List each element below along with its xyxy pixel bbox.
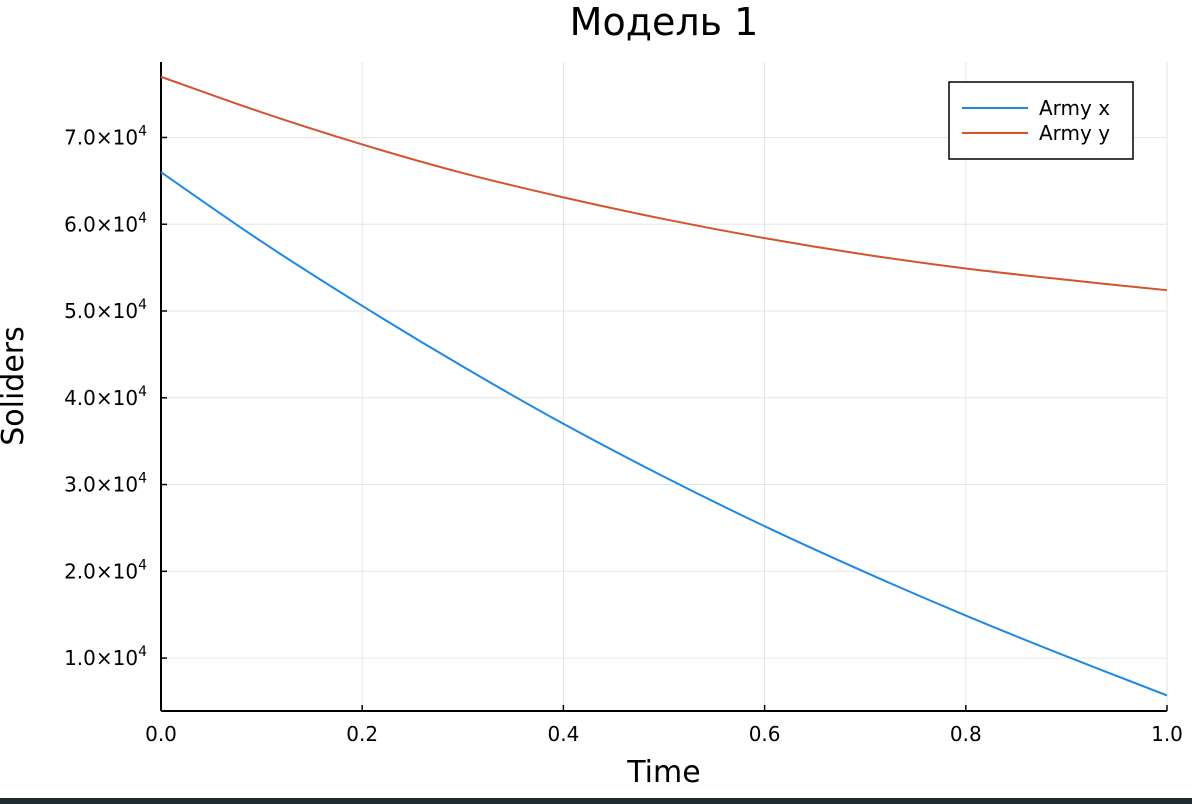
y-tick-mantissa: 7.0×10 <box>64 125 138 149</box>
y-tick-exponent: 4 <box>138 644 147 660</box>
series-line-army-x <box>160 171 1168 697</box>
window-bottom-bar <box>0 798 1192 804</box>
x-tick-label: 0.8 <box>950 722 982 746</box>
series-line-army-y <box>160 75 1168 292</box>
x-tick-label: 1.0 <box>1151 722 1183 746</box>
x-tick-label: 0.2 <box>346 722 378 746</box>
y-tick-exponent: 4 <box>138 384 147 400</box>
legend-box <box>948 81 1134 160</box>
series-group <box>160 75 1168 697</box>
y-tick-label: 6.0×104 <box>64 210 147 236</box>
y-tick-mantissa: 3.0×10 <box>64 473 138 497</box>
axes <box>160 62 1167 712</box>
x-tick-label: 0.4 <box>547 722 579 746</box>
y-ticks: 1.0×1042.0×1043.0×1044.0×1045.0×1046.0×1… <box>64 123 167 670</box>
y-tick-exponent: 4 <box>138 557 147 573</box>
y-axis-label: Soliders <box>0 326 31 446</box>
y-tick-exponent: 4 <box>138 123 147 139</box>
y-tick-label: 3.0×104 <box>64 471 147 497</box>
chart-title: Модель 1 <box>570 0 759 44</box>
y-tick-mantissa: 2.0×10 <box>64 559 138 583</box>
y-tick-label: 5.0×104 <box>64 297 147 323</box>
y-tick-mantissa: 4.0×10 <box>64 386 138 410</box>
y-tick-mantissa: 5.0×10 <box>64 299 138 323</box>
y-tick-label: 4.0×104 <box>64 384 147 410</box>
legend-label-army-x: Army x <box>1039 96 1110 120</box>
x-tick-label: 0.0 <box>145 722 177 746</box>
y-tick-exponent: 4 <box>138 297 147 313</box>
x-axis-label: Time <box>626 755 700 790</box>
y-tick-exponent: 4 <box>138 210 147 226</box>
legend-label-army-y: Army y <box>1039 121 1110 145</box>
x-ticks: 0.0 0.2 0.4 0.6 0.8 1.0 <box>145 705 1183 746</box>
y-tick-mantissa: 1.0×10 <box>64 646 138 670</box>
y-tick-label: 7.0×104 <box>64 123 147 149</box>
legend: Army x Army y <box>948 81 1134 160</box>
y-tick-exponent: 4 <box>138 471 147 487</box>
y-tick-label: 1.0×104 <box>64 644 147 670</box>
y-tick-label: 2.0×104 <box>64 557 147 583</box>
x-tick-label: 0.6 <box>749 722 781 746</box>
y-tick-mantissa: 6.0×10 <box>64 212 138 236</box>
